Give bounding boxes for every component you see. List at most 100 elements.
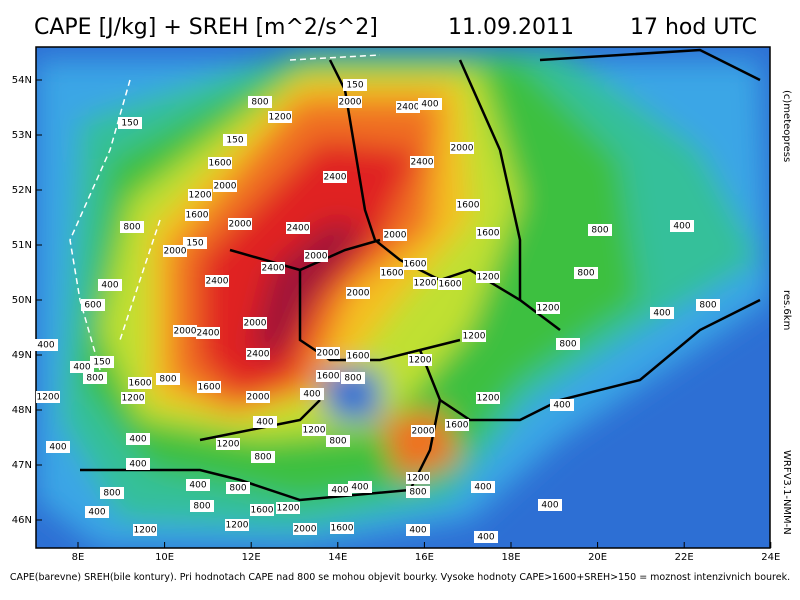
- contour-label: 1200: [122, 394, 145, 404]
- contour-label: 2000: [384, 231, 407, 241]
- contour-label: 1600: [477, 229, 500, 239]
- contour-label-bg: [341, 372, 365, 384]
- contour-label: 150: [346, 81, 363, 91]
- contour-label: 1200: [414, 279, 437, 289]
- lon-label: 22E: [675, 552, 694, 563]
- contour-label: 2000: [451, 144, 474, 154]
- contour-label: 1200: [189, 191, 212, 201]
- contour-label: 1600: [331, 524, 354, 534]
- contour-label: 1600: [317, 372, 340, 382]
- contour-label-bg: [248, 96, 272, 108]
- contour-label-bg: [246, 348, 270, 360]
- contour-label: 1600: [404, 260, 427, 270]
- contour-label-bg: [186, 479, 210, 491]
- contour-label-bg: [406, 524, 430, 536]
- contour-label-bg: [197, 381, 221, 393]
- contour-label-bg: [650, 307, 674, 319]
- contour-label: 1200: [407, 474, 430, 484]
- contour-label: 400: [351, 483, 368, 493]
- contour-label: 800: [123, 223, 140, 233]
- contour-label-bg: [450, 142, 474, 154]
- contour-label-bg: [696, 299, 720, 311]
- contour-label-bg: [346, 350, 370, 362]
- contour-label: 2000: [164, 247, 187, 257]
- contour-label: 150: [93, 358, 110, 368]
- contour-label: 400: [256, 418, 273, 428]
- contour-label: 2000: [244, 319, 267, 329]
- contour-label: 2000: [347, 289, 370, 299]
- contour-label-bg: [346, 287, 370, 299]
- date: 11.09.2011: [448, 15, 574, 40]
- contour-label: 800: [251, 98, 268, 108]
- contour-label-bg: [46, 441, 70, 453]
- contour-label-bg: [126, 433, 150, 445]
- heatmap: [36, 47, 770, 548]
- contour-label-bg: [588, 224, 612, 236]
- contour-label-bg: [474, 531, 498, 543]
- contour-label: 1200: [303, 426, 326, 436]
- contour-label: 2000: [174, 327, 197, 337]
- contour-label: 400: [303, 390, 320, 400]
- lat-label: 54N: [12, 75, 32, 86]
- contour-label-bg: [216, 438, 240, 450]
- contour-label: 2000: [214, 182, 237, 192]
- contour-label: 1200: [477, 394, 500, 404]
- contour-label-bg: [438, 278, 462, 290]
- contour-label: 2400: [247, 350, 270, 360]
- contour-label: 800: [254, 453, 271, 463]
- contour-label: 1200: [37, 393, 60, 403]
- contour-label: 1200: [463, 332, 486, 342]
- contour-label: 600: [84, 301, 101, 311]
- contour-label-bg: [300, 388, 324, 400]
- contour-label: 800: [577, 269, 594, 279]
- contour-label-bg: [98, 279, 122, 291]
- contour-label: 2000: [317, 349, 340, 359]
- lon-label: 14E: [328, 552, 347, 563]
- contour-label: 1200: [134, 526, 157, 536]
- contour-label: 800: [159, 375, 176, 385]
- contour-label-bg: [556, 338, 580, 350]
- contour-label: 400: [474, 483, 491, 493]
- contour-label-bg: [253, 416, 277, 428]
- contour-label: 1600: [347, 352, 370, 362]
- contour-label-bg: [302, 424, 326, 436]
- contour-label-bg: [304, 250, 328, 262]
- copyright: (c)meteopress: [781, 90, 792, 162]
- contour-label-bg: [328, 484, 352, 496]
- contour-label: 1200: [217, 440, 240, 450]
- contour-label: 400: [673, 222, 690, 232]
- contour-label-bg: [316, 370, 340, 382]
- contour-label: 1200: [226, 521, 249, 531]
- contour-label-bg: [408, 354, 432, 366]
- contour-label: 400: [73, 363, 90, 373]
- contour-label-bg: [406, 486, 430, 498]
- contour-label-bg: [121, 392, 145, 404]
- contour-label-bg: [163, 245, 187, 257]
- contour-label: 400: [88, 508, 105, 518]
- contour-label: 800: [409, 488, 426, 498]
- contour-label-bg: [476, 227, 500, 239]
- contour-label-bg: [456, 199, 480, 211]
- contour-label: 2000: [412, 427, 435, 437]
- contour-label: 1600: [198, 383, 221, 393]
- title: CAPE [J/kg] + SREH [m^2/s^2]: [34, 15, 378, 40]
- lon-label: 12E: [242, 552, 261, 563]
- contour-label-bg: [293, 523, 317, 535]
- contour-label-bg: [36, 391, 60, 403]
- contour-label-bg: [418, 98, 442, 110]
- contour-label: 800: [591, 226, 608, 236]
- contour-label: 1200: [409, 356, 432, 366]
- contour-label: 1600: [129, 379, 152, 389]
- contour-label-bg: [70, 361, 94, 373]
- contour-label: 2000: [339, 98, 362, 108]
- contour-label-bg: [411, 425, 435, 437]
- lon-label: 20E: [588, 552, 607, 563]
- contour-label: 2400: [197, 329, 220, 339]
- contour-label-bg: [190, 500, 214, 512]
- frame: [35, 46, 771, 549]
- model: WRFV3.1-NMM-N: [781, 450, 792, 535]
- lat-label: 46N: [12, 515, 32, 526]
- contour-label: 400: [331, 486, 348, 496]
